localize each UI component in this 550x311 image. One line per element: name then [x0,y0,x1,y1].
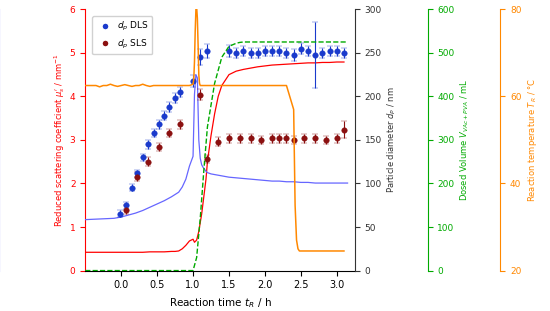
Y-axis label: Dosed Volume $V_{VAc+PVA}$ / mL: Dosed Volume $V_{VAc+PVA}$ / mL [459,79,471,201]
Y-axis label: Reaction temperature $T_R$ / °C: Reaction temperature $T_R$ / °C [526,78,538,202]
Legend: $d_p$ DLS, $d_p$ SLS: $d_p$ DLS, $d_p$ SLS [92,16,152,54]
Y-axis label: Reduced scattering coefficient $\mu_s^{\prime}$ / mm$^{-1}$: Reduced scattering coefficient $\mu_s^{\… [52,53,67,227]
X-axis label: Reaction time $t_R$ / h: Reaction time $t_R$ / h [169,296,271,310]
Y-axis label: Particle diameter $d_P$ / nm: Particle diameter $d_P$ / nm [386,87,398,193]
